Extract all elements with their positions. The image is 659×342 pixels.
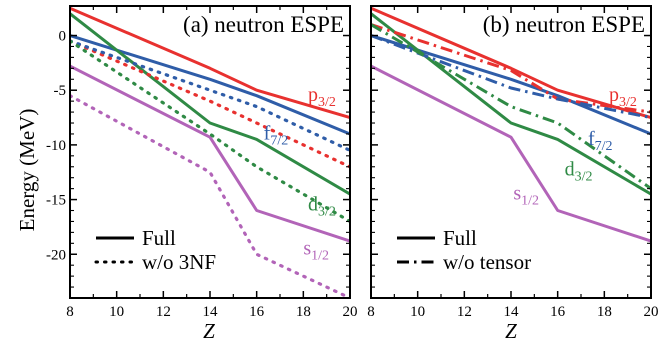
panel-title-a: (a) neutron ESPE <box>183 12 344 37</box>
y-tick-label: -5 <box>54 83 67 99</box>
panel-title-b: (b) neutron ESPE <box>483 12 645 37</box>
y-tick-label: 0 <box>59 29 67 45</box>
y-axis-title: Energy (MeV) <box>15 109 39 232</box>
orbital-letter: d <box>308 194 318 216</box>
series-line-p3-2-a <box>70 6 350 120</box>
orbital-subscript: 7/2 <box>595 139 613 154</box>
y-tick-label: -20 <box>46 247 66 263</box>
y-tick-label: -15 <box>46 193 66 209</box>
orbital-letter: p <box>308 84 318 106</box>
x-tick-label: 8 <box>66 304 74 320</box>
x-tick-label: 16 <box>550 304 566 320</box>
orbital-letter: s <box>303 237 311 259</box>
series-line-d3-2-a <box>70 12 350 196</box>
panel-a: 8 10 12 14 16 18 20 0 -5 -10 -15 -20 (a) neutron ESP… <box>46 5 358 320</box>
series-line-p3-2-b <box>371 6 651 120</box>
panel-b: 8 10 12 14 16 18 20(b) neutron ESPEp3/2f7/2d3/… <box>367 5 659 320</box>
series-line-f7-2-w-o-tensor-b <box>371 34 651 120</box>
x-tick-label: 18 <box>296 304 311 320</box>
legend-label-solid: Full <box>142 226 176 250</box>
series-line-p3-2-w-o-3nf-a <box>70 39 350 169</box>
orbital-subscript: 7/2 <box>270 133 288 148</box>
series-label-f-b: f7/2 <box>588 128 613 154</box>
series-line-s1-2-a <box>70 64 350 243</box>
series-label-d-b: d3/2 <box>565 159 593 185</box>
series-line-d3-2-b <box>371 12 651 196</box>
x-tick-label: 20 <box>644 304 659 320</box>
x-tick-label: 16 <box>249 304 265 320</box>
orbital-subscript: 1/2 <box>311 248 329 263</box>
x-tick-label: 12 <box>457 304 472 320</box>
orbital-subscript: 3/2 <box>619 95 637 110</box>
orbital-subscript: 1/2 <box>521 194 539 209</box>
orbital-letter: p <box>609 84 619 106</box>
series-label-p-b: p3/2 <box>609 84 637 110</box>
x-tick-label: 20 <box>343 304 358 320</box>
series-line-s1-2-b <box>371 64 651 243</box>
series-label-s-b: s1/2 <box>513 183 539 209</box>
x-tick-label: 10 <box>410 304 425 320</box>
x-tick-label: 14 <box>504 304 520 320</box>
x-tick-label: 10 <box>109 304 124 320</box>
orbital-letter: d <box>565 159 575 181</box>
series-label-p-a: p3/2 <box>308 84 336 110</box>
orbital-letter: f <box>264 122 271 144</box>
series-label-f-a: f7/2 <box>264 122 289 148</box>
y-tick-label: -10 <box>46 138 66 154</box>
orbital-letter: f <box>588 128 595 150</box>
series-line-f7-2-b <box>371 34 651 136</box>
legend-label-dotted: w/o 3NF <box>142 250 216 274</box>
series-line-p3-2-w-o-tensor-b <box>371 23 651 114</box>
series-line-f7-2-w-o-3nf-a <box>70 39 350 152</box>
orbital-subscript: 3/2 <box>575 170 593 185</box>
legend-label-solid: Full <box>443 226 477 250</box>
x-axis-title-b: Z <box>505 319 517 342</box>
x-tick-label: 12 <box>156 304 171 320</box>
orbital-subscript: 3/2 <box>318 205 336 220</box>
x-axis-title-a: Z <box>203 319 215 342</box>
x-tick-label: 14 <box>203 304 219 320</box>
series-line-s1-2-w-o-3nf-a <box>70 94 350 298</box>
orbital-subscript: 3/2 <box>318 95 336 110</box>
series-label-s-a: s1/2 <box>303 237 329 263</box>
x-tick-label: 8 <box>367 304 375 320</box>
series-line-f7-2-a <box>70 34 350 136</box>
series-line-d3-2-w-o-3nf-a <box>70 39 350 223</box>
series-line-d3-2-w-o-tensor-b <box>371 23 651 190</box>
legend-label-dashdot: w/o tensor <box>443 250 531 274</box>
x-tick-label: 18 <box>597 304 612 320</box>
series-label-d-a: d3/2 <box>308 194 336 220</box>
orbital-letter: s <box>513 183 521 205</box>
